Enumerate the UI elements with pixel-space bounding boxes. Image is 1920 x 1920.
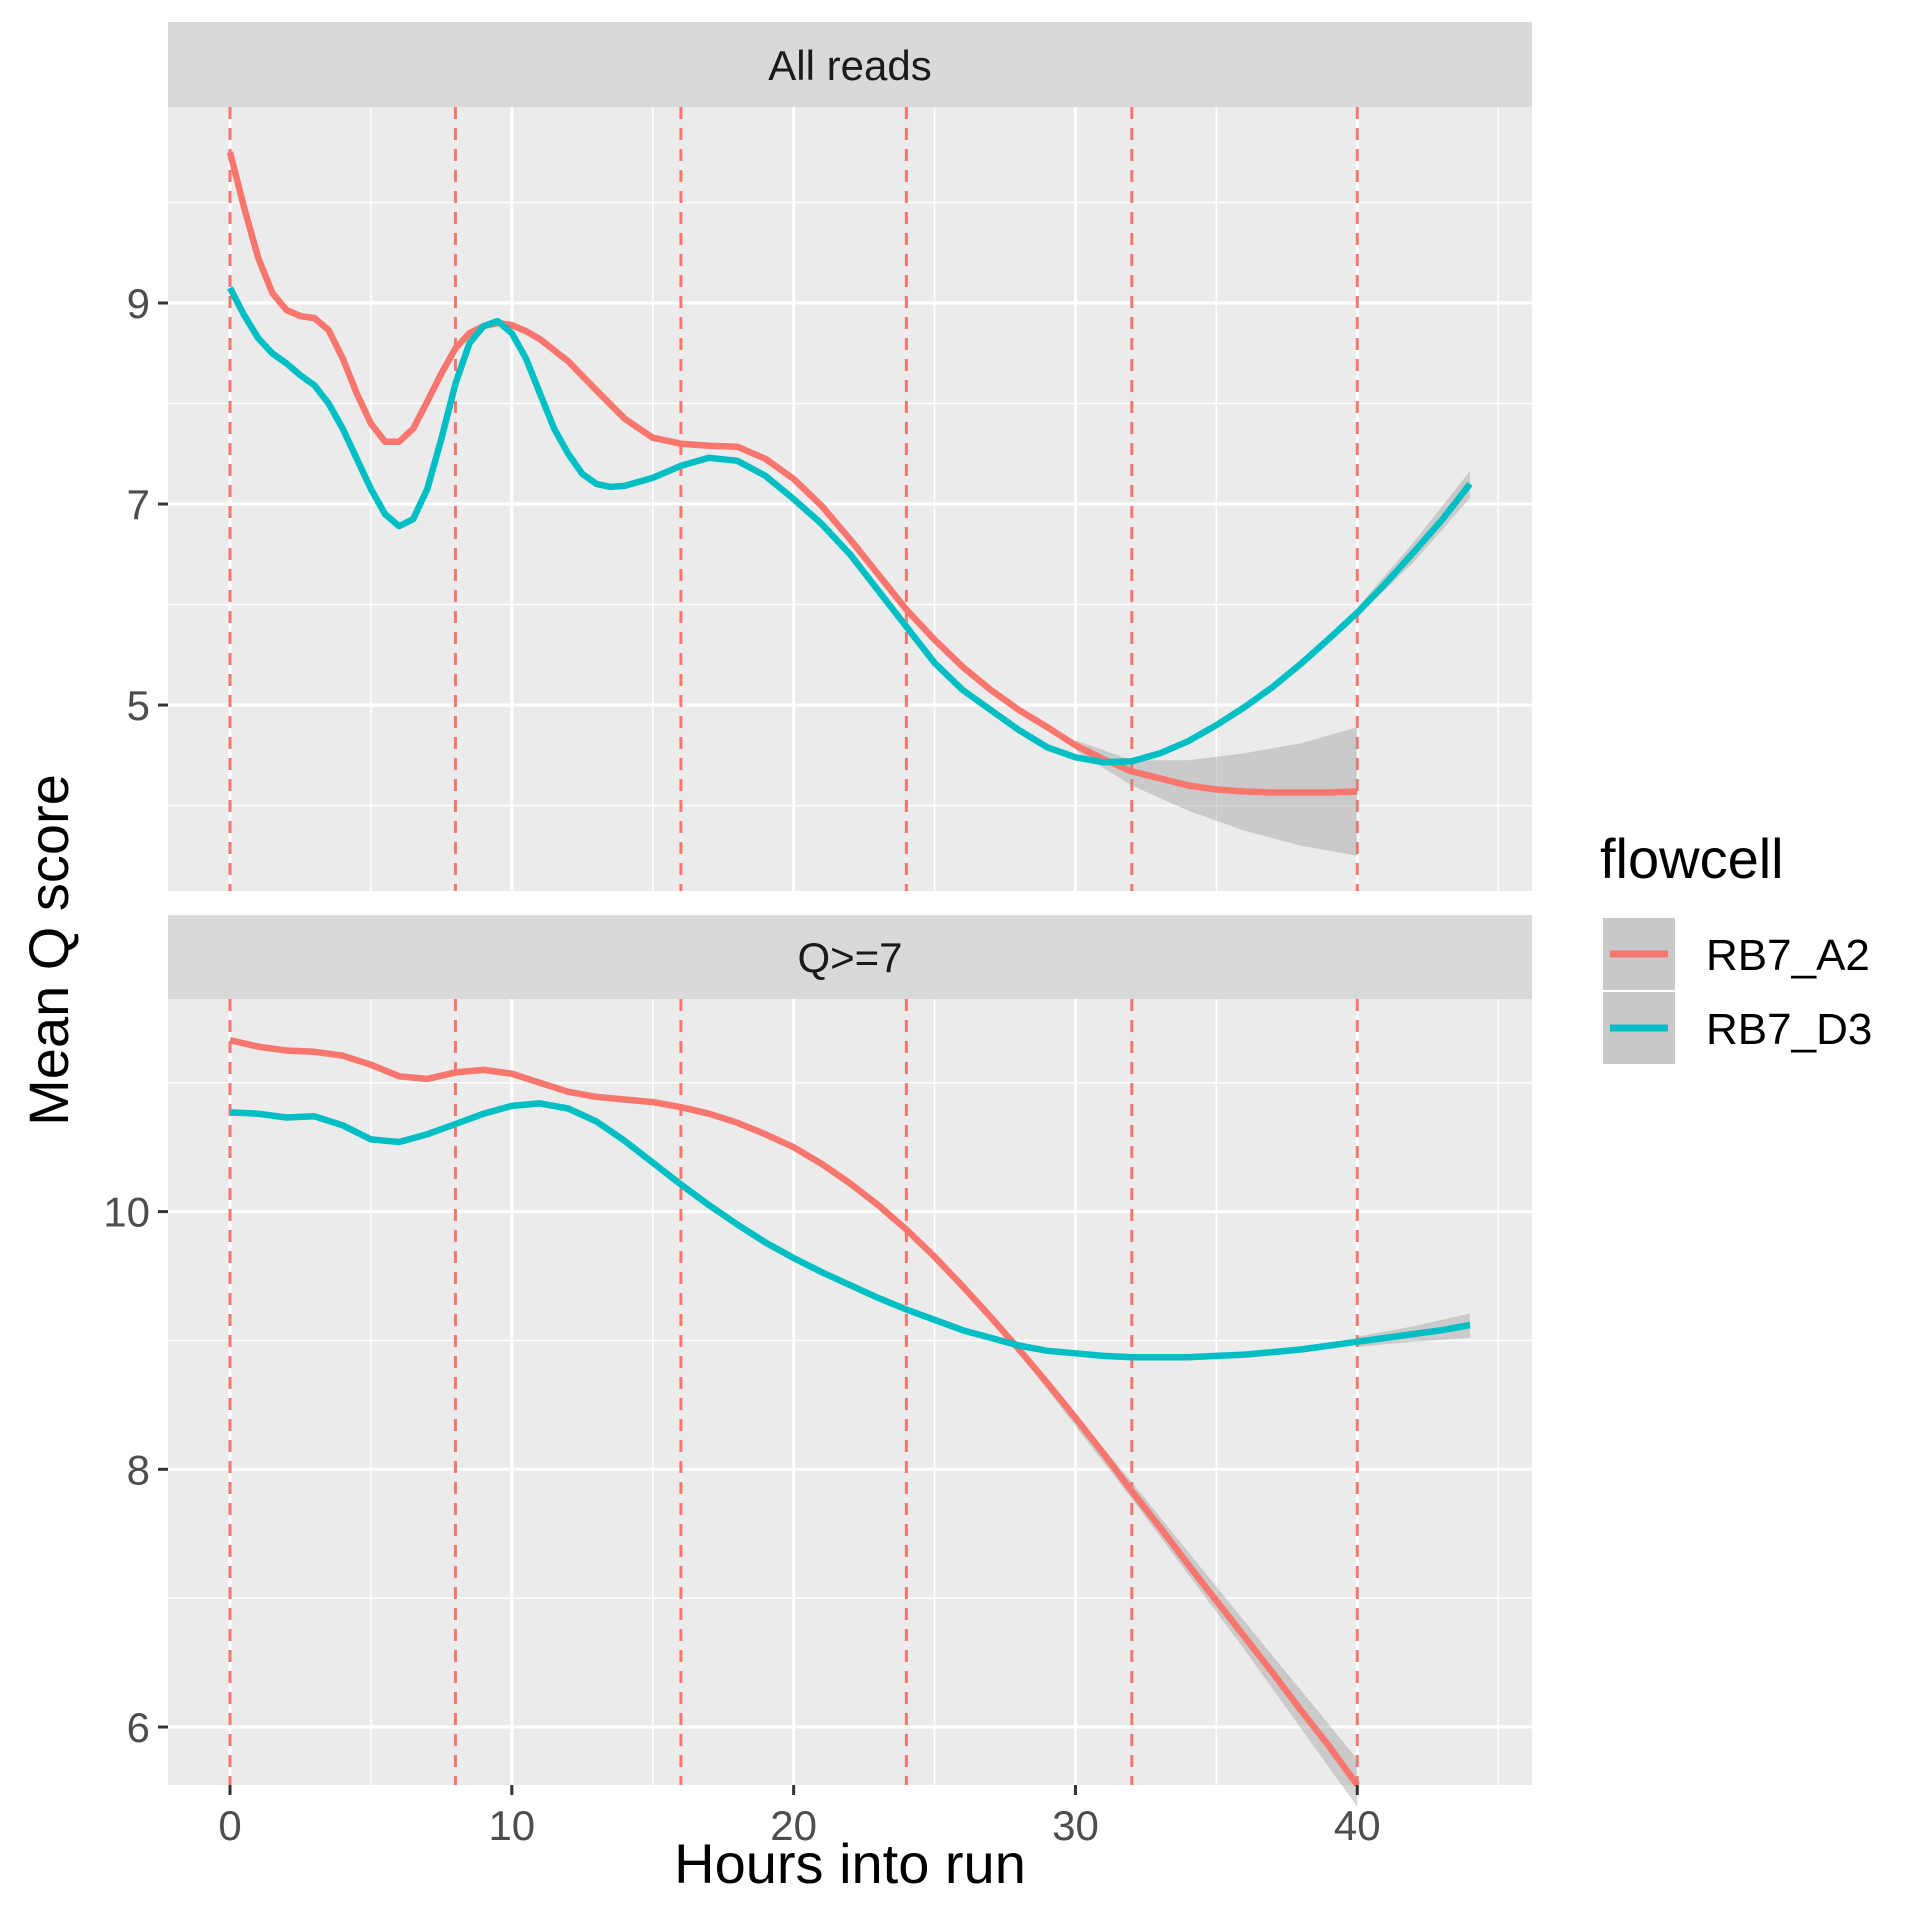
series-line-rb7-a2 <box>226 151 1358 796</box>
series-line-rb7-d3 <box>227 286 1473 766</box>
series-line-rb7-a2 <box>229 1037 1360 1787</box>
legend: flowcell RB7_A2 RB7_D3 <box>1600 827 1872 1064</box>
legend-title: flowcell <box>1600 827 1784 890</box>
grid-lines <box>168 999 1532 1785</box>
y-tick-label: 7 <box>127 481 150 528</box>
series-lines <box>226 151 1473 796</box>
y-tick-label: 5 <box>127 682 150 729</box>
panel-q7: Q>=7 6 8 10 <box>103 915 1532 1807</box>
panel-all-reads: All reads 5 7 9 <box>127 22 1532 891</box>
x-axis-title: Hours into run <box>674 1832 1026 1895</box>
strip-background <box>168 915 1532 999</box>
legend-item-rb7-a2: RB7_A2 <box>1603 918 1870 990</box>
confidence-band-rb7-a2 <box>1019 1345 1358 1807</box>
reference-lines <box>228 999 1359 1785</box>
legend-label: RB7_A2 <box>1706 931 1870 980</box>
series-line-rb7-d3 <box>229 1100 1471 1361</box>
y-axis-title: Mean Q score <box>17 774 80 1126</box>
strip-label: Q>=7 <box>797 934 902 981</box>
y-tick-label: 10 <box>103 1189 150 1236</box>
x-tick-label: 20 <box>770 1802 817 1849</box>
legend-label: RB7_D3 <box>1706 1005 1872 1054</box>
y-tick-label: 9 <box>127 280 150 327</box>
y-axis: 6 8 10 <box>103 1189 168 1751</box>
legend-item-rb7-d3: RB7_D3 <box>1603 992 1872 1064</box>
x-tick-label: 0 <box>218 1802 241 1849</box>
strip-label: All reads <box>768 42 931 89</box>
y-tick-label: 6 <box>127 1704 150 1751</box>
panel-background <box>168 999 1532 1785</box>
series-lines <box>229 1037 1471 1787</box>
strip-background <box>168 22 1532 107</box>
x-tick-label: 30 <box>1052 1802 1099 1849</box>
x-axis: 0 10 20 30 40 <box>218 1785 1381 1849</box>
panel-background <box>168 107 1532 891</box>
y-axis: 5 7 9 <box>127 280 168 729</box>
x-tick-label: 10 <box>488 1802 535 1849</box>
y-tick-label: 8 <box>127 1446 150 1493</box>
x-tick-label: 40 <box>1334 1802 1381 1849</box>
